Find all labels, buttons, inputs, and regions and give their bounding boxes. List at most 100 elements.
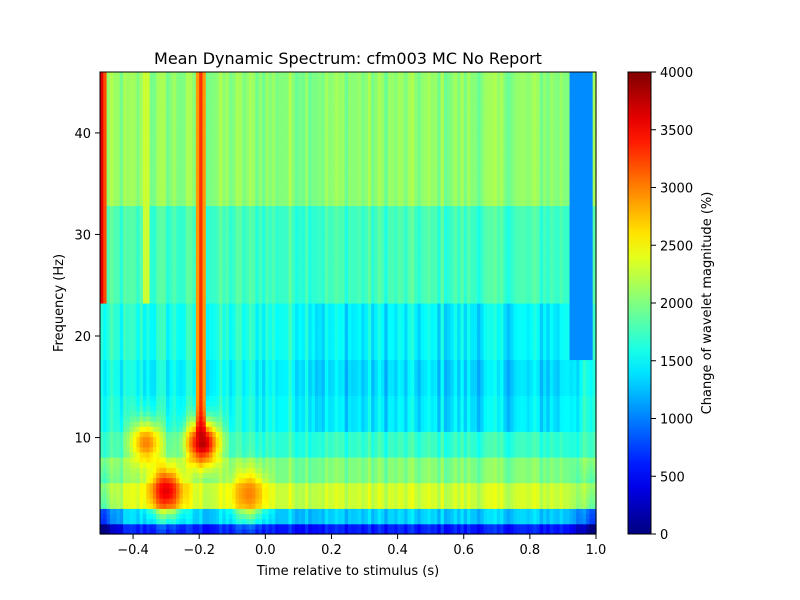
heatmap-cell [136, 282, 141, 289]
heatmap-cell [146, 462, 151, 468]
heatmap-cell [146, 528, 151, 535]
heatmap-cell [119, 143, 124, 150]
heatmap-cell [109, 400, 114, 407]
heatmap-cell [129, 179, 134, 186]
heatmap-cell [116, 508, 121, 515]
heatmap-cell [136, 215, 141, 222]
heatmap-cell [123, 174, 128, 181]
heatmap-cell [133, 215, 137, 222]
heatmap-cell [129, 446, 134, 453]
heatmap-cell [149, 143, 154, 150]
heatmap-cell [149, 297, 154, 304]
heatmap-cell [123, 395, 128, 402]
heatmap-cell [139, 364, 144, 371]
heatmap-cell [126, 272, 131, 278]
heatmap-cell [123, 164, 128, 171]
heatmap-cell [133, 195, 137, 201]
heatmap-cell [100, 415, 104, 422]
heatmap-cell [142, 431, 147, 438]
heatmap-cell [156, 231, 161, 237]
heatmap-cell [136, 415, 141, 422]
heatmap-cell [103, 241, 108, 248]
heatmap-cell [113, 92, 118, 99]
heatmap-cell [113, 369, 118, 376]
heatmap-cell [146, 405, 151, 412]
heatmap-cell [152, 451, 157, 458]
heatmap-cell [113, 205, 118, 212]
heatmap-cell [113, 451, 118, 458]
heatmap-cell [100, 195, 104, 201]
heatmap-cell [136, 246, 141, 253]
heatmap-cell [119, 231, 124, 237]
heatmap-cell [146, 410, 151, 417]
heatmap-cell [129, 426, 134, 432]
heatmap-cell [119, 513, 124, 520]
heatmap-cell [106, 364, 111, 371]
heatmap-cell [109, 241, 114, 248]
heatmap-cell [129, 123, 134, 130]
heatmap-cell [113, 508, 118, 515]
heatmap-cell [106, 241, 111, 248]
heatmap-cell [149, 467, 154, 473]
heatmap-cell [149, 231, 154, 237]
heatmap-cell [133, 498, 137, 504]
heatmap-cell [103, 92, 108, 99]
heatmap-cell [152, 174, 157, 181]
heatmap-cell [146, 133, 151, 140]
heatmap-cell [116, 287, 121, 294]
heatmap-cell [126, 492, 131, 499]
heatmap-cell [100, 184, 104, 191]
heatmap-cell [133, 523, 137, 530]
heatmap-cell [133, 282, 137, 289]
heatmap-cell [126, 338, 131, 345]
heatmap-cell [100, 518, 104, 525]
heatmap-cell [100, 251, 104, 258]
heatmap-cell [100, 190, 104, 196]
heatmap-cell [103, 421, 108, 427]
heatmap-cell [156, 426, 161, 432]
heatmap-cell [126, 380, 131, 386]
heatmap-cell [116, 241, 121, 248]
heatmap-cell [139, 220, 144, 227]
heatmap-cell [123, 118, 128, 124]
heatmap-cell [106, 328, 111, 335]
heatmap-cell [116, 323, 121, 330]
heatmap-cell [113, 282, 118, 289]
heatmap-cell [133, 169, 137, 176]
heatmap-cell [126, 215, 131, 222]
heatmap-cell [103, 133, 108, 140]
heatmap-cell [136, 472, 141, 479]
heatmap-cell [106, 87, 111, 94]
heatmap-cell [146, 492, 151, 499]
heatmap-cell [116, 179, 121, 186]
heatmap-cell [136, 82, 141, 88]
heatmap-cell [152, 169, 157, 176]
heatmap-cell [119, 426, 124, 432]
heatmap-cell [152, 492, 157, 499]
heatmap-cell [126, 220, 131, 227]
heatmap-cell [116, 487, 121, 494]
heatmap-cell [126, 462, 131, 468]
heatmap-cell [119, 374, 124, 381]
heatmap-cell [119, 523, 124, 530]
heatmap-cell [152, 457, 157, 463]
heatmap-cell [139, 138, 144, 145]
heatmap-cell [113, 354, 118, 361]
heatmap-cell [146, 107, 151, 114]
heatmap-cell [142, 128, 147, 135]
heatmap-cell [149, 369, 154, 376]
heatmap-cell [103, 169, 108, 176]
heatmap-cell [133, 231, 137, 237]
heatmap-cell [100, 308, 104, 314]
heatmap-cell [146, 102, 151, 109]
heatmap-cell [142, 236, 147, 242]
heatmap-cell [126, 282, 131, 289]
heatmap-cell [156, 277, 161, 284]
heatmap-cell [106, 107, 111, 114]
heatmap-cell [136, 523, 141, 530]
heatmap-cell [100, 421, 104, 427]
heatmap-cell [146, 184, 151, 191]
heatmap-cell [142, 359, 147, 366]
heatmap-cell [106, 431, 111, 438]
heatmap-cell [129, 415, 134, 422]
